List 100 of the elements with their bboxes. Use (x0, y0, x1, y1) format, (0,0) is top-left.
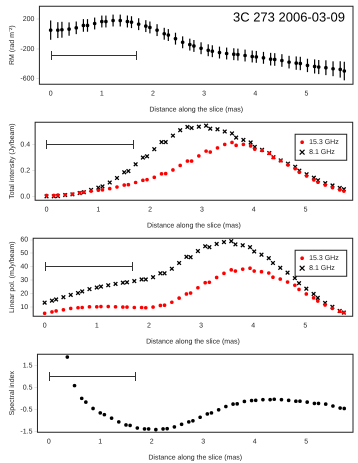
point (240, 137, 246, 142)
point (208, 126, 213, 132)
point (338, 406, 342, 410)
point (208, 150, 212, 154)
point (188, 254, 194, 260)
point (176, 260, 182, 266)
point (240, 242, 246, 248)
point (261, 398, 265, 402)
point (170, 133, 176, 138)
point (159, 140, 164, 145)
point (98, 411, 102, 415)
point (230, 140, 234, 144)
point (54, 309, 58, 313)
point (110, 416, 114, 420)
point (165, 426, 169, 430)
point (342, 189, 346, 193)
point (203, 280, 207, 284)
point (196, 124, 202, 130)
point (184, 124, 190, 130)
point (270, 260, 276, 266)
point (177, 296, 181, 300)
point (122, 183, 126, 187)
point (140, 306, 144, 310)
point (50, 310, 54, 314)
point (231, 402, 235, 406)
point (178, 128, 183, 133)
point (124, 280, 130, 285)
point (286, 280, 290, 284)
point (144, 306, 148, 310)
point (248, 244, 253, 250)
point (278, 277, 282, 281)
point (252, 248, 257, 254)
point (305, 400, 309, 404)
point (278, 265, 283, 270)
point (232, 242, 238, 247)
point (298, 399, 302, 404)
point (208, 280, 212, 284)
point (114, 305, 118, 309)
point (134, 180, 138, 184)
point (324, 402, 328, 406)
point (76, 290, 80, 296)
point (172, 425, 176, 429)
point (196, 286, 200, 290)
point (139, 276, 144, 282)
point (222, 142, 227, 146)
point (140, 155, 146, 160)
point (142, 427, 146, 431)
point (338, 188, 342, 192)
point (80, 288, 85, 294)
point (266, 271, 271, 275)
point (68, 292, 74, 298)
point (76, 306, 80, 310)
point (210, 411, 214, 415)
point (190, 159, 194, 163)
point (222, 272, 226, 276)
point (49, 298, 54, 304)
point (68, 306, 73, 310)
point (133, 162, 138, 167)
point (122, 170, 127, 175)
chart-title: 3C 273 2006-03-09 (232, 9, 345, 24)
point (316, 402, 320, 406)
point (169, 266, 174, 272)
point (158, 270, 163, 276)
point (162, 270, 168, 276)
point (108, 186, 112, 190)
point (96, 185, 101, 190)
point (215, 126, 220, 132)
point (80, 306, 84, 310)
point (234, 269, 238, 273)
point (162, 303, 166, 308)
point (152, 146, 157, 152)
point (316, 178, 320, 183)
point (293, 283, 297, 288)
point (280, 398, 284, 402)
point (266, 256, 272, 261)
point (100, 188, 104, 192)
point (229, 268, 234, 272)
point (342, 406, 346, 410)
point (206, 244, 212, 250)
point (42, 300, 48, 306)
point (304, 174, 308, 178)
point (292, 276, 298, 281)
point (188, 291, 192, 295)
point (311, 175, 316, 180)
point (132, 278, 137, 284)
point (271, 275, 275, 279)
point (66, 355, 70, 359)
point (184, 254, 189, 260)
point (234, 144, 238, 148)
point (84, 400, 88, 404)
point (160, 172, 164, 176)
point (323, 303, 327, 307)
point (322, 300, 328, 306)
point (330, 306, 334, 310)
point (252, 147, 257, 151)
point (106, 282, 111, 288)
point (298, 170, 302, 174)
point (186, 420, 191, 424)
point (235, 402, 239, 406)
point (224, 404, 228, 408)
